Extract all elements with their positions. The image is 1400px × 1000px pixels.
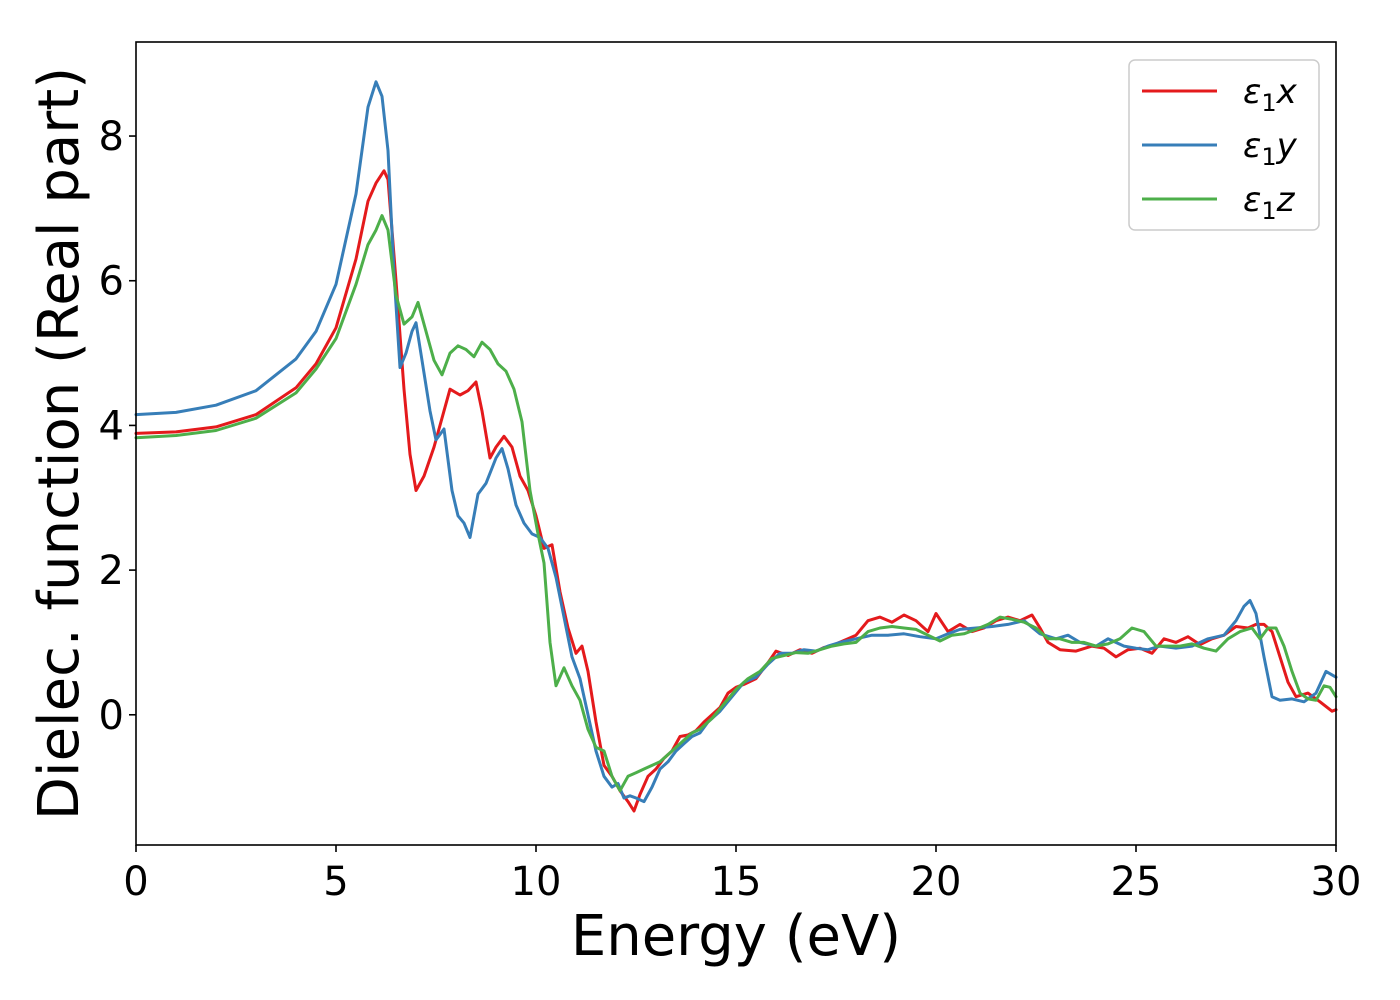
x-tick-label: 10 [511, 859, 562, 905]
legend-item-x: ε1x [1142, 72, 1298, 117]
x-tick-label: 20 [911, 859, 962, 905]
x-axis-ticks: 0 5 10 15 20 25 30 [123, 845, 1361, 905]
y-axis-ticks: 0 2 4 6 8 [99, 114, 136, 739]
legend-box [1128, 59, 1320, 231]
y-tick-label: 6 [99, 259, 124, 305]
legend-items: ε1x ε1y ε1z [1142, 72, 1298, 225]
legend-item-y: ε1y [1142, 126, 1298, 171]
y-tick-label: 0 [99, 693, 124, 739]
x-tick-label: 30 [1311, 859, 1362, 905]
x-tick-label: 0 [123, 859, 148, 905]
x-tick-label: 5 [323, 859, 348, 905]
legend: ε1x ε1y ε1z [1128, 59, 1320, 231]
legend-label: ε1y [1243, 126, 1298, 171]
series-line-x [134, 169, 1338, 813]
x-axis-title: Energy (eV) [571, 904, 901, 969]
y-tick-label: 2 [99, 548, 124, 594]
legend-item-z: ε1z [1142, 180, 1296, 225]
y-tick-label: 4 [99, 403, 124, 449]
series-line-y [134, 80, 1338, 804]
y-axis-title: Dielec. function (Real part) [27, 67, 92, 820]
plot-lines [134, 80, 1338, 813]
legend-label: ε1x [1243, 72, 1298, 117]
x-tick-label: 15 [711, 859, 762, 905]
series-line-z [134, 214, 1338, 793]
x-tick-label: 25 [1111, 859, 1162, 905]
y-tick-label: 8 [99, 114, 124, 160]
legend-label: ε1z [1243, 180, 1296, 225]
